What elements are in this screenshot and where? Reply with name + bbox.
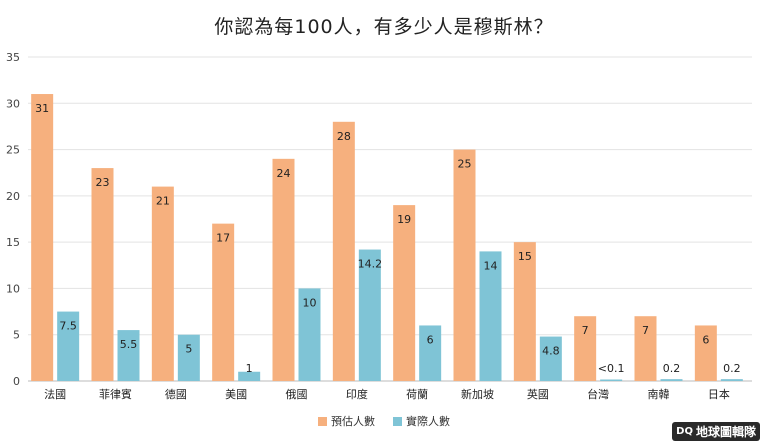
bar-actual <box>177 334 200 381</box>
category-label: 德國 <box>165 387 187 401</box>
y-tick-label: 5 <box>13 329 20 342</box>
bar-estimated <box>694 325 717 381</box>
bar-estimated <box>31 94 54 382</box>
bar-estimated <box>453 149 476 381</box>
legend-item-actual: 實際人數 <box>393 413 450 429</box>
legend-swatch-actual <box>393 416 402 426</box>
category-label: 南韓 <box>648 388 670 401</box>
bar-estimated <box>212 223 235 381</box>
category-label: 荷蘭 <box>406 388 428 401</box>
legend-swatch-estimated <box>318 416 327 426</box>
data-label-actual: 10 <box>303 296 317 309</box>
y-tick-label: 25 <box>6 144 20 157</box>
category-label: 印度 <box>346 387 368 401</box>
data-label-estimated: 7 <box>642 324 649 337</box>
data-label-actual: 4.8 <box>542 345 560 358</box>
bar-estimated <box>574 316 597 381</box>
bar-estimated <box>332 121 355 382</box>
bar-estimated <box>91 168 114 381</box>
category-label: 英國 <box>527 387 549 401</box>
data-labels: 31 7.5 23 5.5 21 5 17 1 24 10 28 14.2 19 6 25 14 15 4.8 7 <… <box>35 102 740 375</box>
legend-item-estimated: 預估人數 <box>318 413 375 429</box>
data-label-estimated: 28 <box>337 130 351 143</box>
data-label-estimated: 6 <box>702 333 709 346</box>
bar-actual <box>117 330 140 381</box>
data-label-estimated: 31 <box>35 102 49 115</box>
watermark-text: 地球圖輯隊 <box>695 425 756 439</box>
bar-estimated <box>272 158 295 381</box>
bar-estimated <box>151 186 174 381</box>
data-label-estimated: 19 <box>397 213 411 226</box>
watermark-prefix: DQ <box>676 426 693 437</box>
data-label-estimated: 25 <box>458 158 472 171</box>
bar-actual <box>720 379 743 381</box>
data-label-actual: 6 <box>427 333 434 346</box>
data-label-actual: 7.5 <box>59 320 77 333</box>
y-axis-ticks: 0 5 10 15 20 25 30 35 <box>6 51 20 388</box>
category-label: 法國 <box>44 387 66 401</box>
category-label: 美國 <box>225 388 247 401</box>
data-label-actual: 5.5 <box>120 338 138 351</box>
data-label-actual: 0.2 <box>723 362 741 375</box>
data-label-actual: 5 <box>185 343 192 356</box>
data-label-actual: 1 <box>246 362 253 375</box>
bar-actual <box>419 325 442 381</box>
data-label-estimated: 23 <box>96 176 110 189</box>
bar-actual <box>238 371 261 381</box>
bar-actual <box>539 336 562 381</box>
category-label: 新加坡 <box>461 387 494 401</box>
watermark-logo: DQ 地球圖輯隊 <box>672 422 760 441</box>
data-label-estimated: 24 <box>277 167 291 180</box>
bar-estimated <box>513 242 536 381</box>
legend-label-estimated: 預估人數 <box>331 415 375 428</box>
data-label-actual: <0.1 <box>598 362 625 375</box>
y-tick-label: 10 <box>6 282 20 295</box>
data-label-actual: 0.2 <box>663 362 681 375</box>
category-label: 菲律賓 <box>99 387 132 401</box>
legend: 預估人數 實際人數 <box>0 413 768 429</box>
bar-actual <box>479 251 502 381</box>
data-label-estimated: 21 <box>156 195 170 208</box>
bars <box>31 94 743 382</box>
data-label-actual: 14 <box>484 259 498 272</box>
bar-actual <box>298 288 321 381</box>
y-tick-label: 15 <box>6 236 20 249</box>
y-tick-label: 30 <box>6 97 20 110</box>
bar-actual <box>600 379 623 381</box>
bar-estimated <box>393 205 416 381</box>
y-tick-label: 0 <box>13 375 20 388</box>
y-tick-label: 20 <box>6 190 20 203</box>
category-labels: 法國 菲律賓 德國 美國 俄國 印度 荷蘭 新加坡 英國 台灣 南韓 日本 <box>44 387 730 401</box>
bar-estimated <box>634 316 657 381</box>
category-label: 台灣 <box>587 387 609 401</box>
category-label: 俄國 <box>286 388 308 401</box>
data-label-estimated: 17 <box>216 232 230 245</box>
data-label-estimated: 7 <box>582 324 589 337</box>
data-label-estimated: 15 <box>518 250 532 263</box>
bar-actual <box>358 249 381 381</box>
bar-actual <box>660 379 683 381</box>
category-label: 日本 <box>708 387 730 401</box>
grid-lines <box>28 56 752 382</box>
data-label-actual: 14.2 <box>358 258 383 271</box>
bar-actual <box>57 311 80 381</box>
y-tick-label: 35 <box>6 51 20 64</box>
chart-title: 你認為每100人，有多少人是穆斯林？ <box>214 16 554 38</box>
legend-label-actual: 實際人數 <box>406 415 450 428</box>
